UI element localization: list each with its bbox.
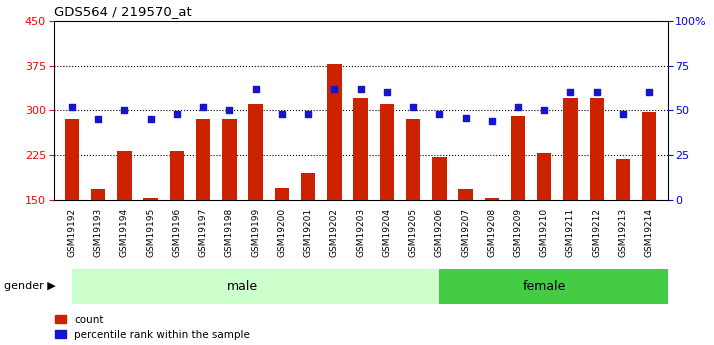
Point bbox=[197, 104, 208, 110]
Point bbox=[92, 117, 104, 122]
Point bbox=[513, 104, 524, 110]
Bar bbox=[563, 98, 578, 200]
Point bbox=[591, 90, 603, 95]
Point bbox=[302, 111, 313, 117]
Bar bbox=[91, 189, 106, 200]
Bar bbox=[642, 111, 656, 200]
Point bbox=[408, 104, 419, 110]
Bar bbox=[439, 269, 675, 304]
Bar bbox=[485, 198, 499, 200]
Bar bbox=[615, 159, 630, 200]
Text: female: female bbox=[523, 280, 566, 293]
Point bbox=[355, 86, 366, 92]
Point bbox=[433, 111, 445, 117]
Point bbox=[643, 90, 655, 95]
Bar bbox=[144, 198, 158, 200]
Bar bbox=[432, 157, 446, 200]
Bar bbox=[275, 188, 289, 200]
Bar bbox=[65, 119, 79, 200]
Bar bbox=[117, 151, 131, 200]
Point bbox=[119, 108, 130, 113]
Text: GDS564 / 219570_at: GDS564 / 219570_at bbox=[54, 5, 191, 18]
Point bbox=[145, 117, 156, 122]
Bar bbox=[353, 98, 368, 200]
Bar bbox=[537, 154, 551, 200]
Bar bbox=[590, 98, 604, 200]
Bar bbox=[72, 269, 439, 304]
Bar bbox=[248, 105, 263, 200]
Point bbox=[328, 86, 340, 92]
Point bbox=[171, 111, 183, 117]
Bar bbox=[327, 64, 341, 200]
Bar bbox=[406, 119, 421, 200]
Bar bbox=[380, 105, 394, 200]
Bar bbox=[222, 119, 236, 200]
Point bbox=[250, 86, 261, 92]
Bar bbox=[511, 116, 526, 200]
Bar bbox=[170, 151, 184, 200]
Point bbox=[276, 111, 288, 117]
Text: male: male bbox=[227, 280, 258, 293]
Point bbox=[565, 90, 576, 95]
Bar bbox=[458, 189, 473, 200]
Text: gender ▶: gender ▶ bbox=[4, 282, 55, 291]
Point bbox=[381, 90, 393, 95]
Point bbox=[618, 111, 629, 117]
Point bbox=[486, 118, 498, 124]
Point bbox=[66, 104, 78, 110]
Point bbox=[460, 115, 471, 120]
Point bbox=[223, 108, 235, 113]
Legend: count, percentile rank within the sample: count, percentile rank within the sample bbox=[55, 315, 250, 340]
Point bbox=[538, 108, 550, 113]
Bar bbox=[196, 119, 211, 200]
Bar bbox=[301, 173, 316, 200]
